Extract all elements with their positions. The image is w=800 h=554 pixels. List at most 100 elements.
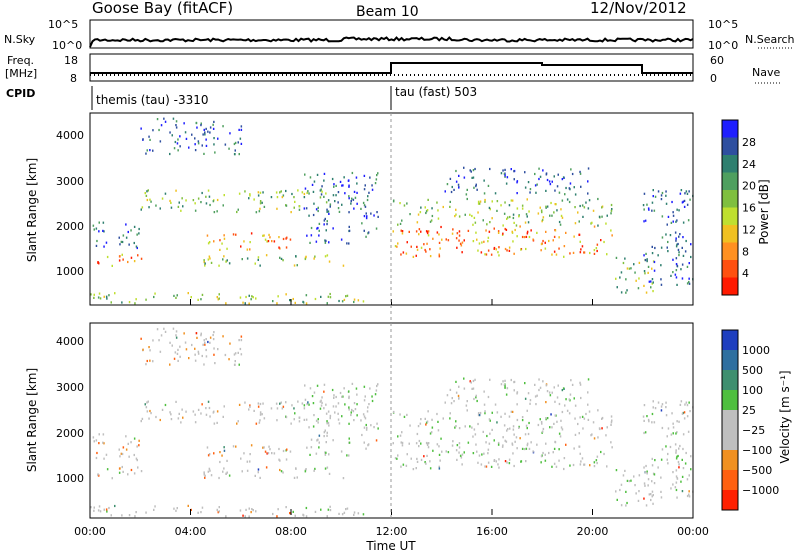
power-cell — [175, 126, 178, 129]
velocity-cell — [328, 424, 330, 427]
power-cell — [261, 201, 263, 204]
velocity-cell — [298, 420, 301, 423]
power-cell — [312, 190, 315, 193]
velocity-cell — [523, 448, 526, 451]
velocity-cell — [505, 393, 508, 396]
velocity-cell — [625, 504, 627, 507]
power-cell — [121, 301, 123, 304]
x-tick-label: 12:00 — [376, 525, 408, 538]
power-cell — [606, 253, 608, 256]
velocity-cell — [682, 433, 685, 436]
power-cell — [351, 197, 353, 200]
power-cell — [259, 207, 261, 210]
velocity-cell — [348, 437, 350, 440]
velocity-cell — [118, 471, 121, 474]
velocity-cell — [374, 393, 377, 396]
power-cell — [521, 235, 524, 239]
velocity-cell — [626, 479, 629, 482]
power-cell — [308, 214, 310, 217]
power-cell — [610, 229, 612, 232]
power-cell — [237, 208, 239, 211]
power-cell — [470, 170, 472, 173]
velocity-cell — [429, 460, 431, 463]
power-cell — [267, 240, 270, 243]
velocity-cell — [643, 404, 646, 407]
power-cell — [371, 184, 373, 187]
velocity-cell — [224, 353, 227, 357]
velocity-cell — [646, 470, 648, 473]
power-cell — [219, 248, 221, 251]
power-cell — [135, 298, 137, 301]
power-cell — [159, 140, 162, 143]
power-cell — [200, 124, 202, 127]
velocity-cell — [558, 402, 561, 406]
velocity-cell — [337, 402, 340, 405]
velocity-cell — [103, 508, 105, 511]
power-cell — [122, 258, 124, 261]
velocity-cell — [429, 467, 432, 470]
power-cell — [120, 240, 123, 243]
velocity-cell — [205, 348, 207, 352]
power-cell — [643, 254, 645, 257]
power-cell — [483, 240, 485, 243]
nsky-label: N.Sky — [4, 33, 36, 46]
velocity-cell — [542, 380, 544, 383]
velocity-colorbar-swatch — [722, 410, 738, 431]
power-cell — [344, 192, 346, 195]
velocity-cell — [144, 403, 146, 406]
power-cell — [680, 268, 682, 271]
velocity-cell — [534, 383, 536, 386]
velocity-colorbar-tick: −500 — [742, 464, 772, 477]
velocity-cell — [325, 441, 327, 444]
power-cell — [535, 191, 537, 194]
power-cell — [315, 208, 318, 211]
power-cell — [140, 127, 142, 130]
velocity-cell — [477, 412, 480, 415]
velocity-cell — [175, 334, 177, 337]
velocity-cell — [209, 469, 211, 472]
velocity-cell — [574, 433, 577, 436]
power-cell — [307, 190, 309, 193]
velocity-cell — [568, 412, 571, 415]
velocity-cell — [417, 425, 420, 428]
power-cell — [276, 207, 278, 210]
velocity-cell — [310, 438, 313, 441]
velocity-cell — [285, 506, 287, 509]
power-cell — [675, 245, 678, 248]
velocity-cell — [681, 412, 684, 415]
velocity-cell — [261, 413, 263, 416]
power-cell — [303, 196, 306, 199]
velocity-cell — [203, 473, 205, 476]
power-cell — [513, 178, 515, 181]
power-cell — [431, 207, 433, 210]
velocity-cell — [175, 400, 177, 403]
power-cell — [138, 232, 140, 235]
power-cell — [175, 296, 177, 299]
power-cell — [223, 237, 226, 240]
power-cell — [399, 202, 401, 205]
velocity-cell — [500, 383, 503, 386]
power-cell — [605, 222, 607, 225]
freq-unit: [MHz] — [5, 67, 37, 80]
velocity-cell — [546, 390, 549, 393]
velocity-cell — [305, 515, 308, 518]
power-cell — [463, 166, 465, 169]
velocity-cell — [526, 409, 528, 412]
power-cell — [351, 171, 354, 175]
velocity-cell — [495, 460, 497, 463]
power-cell — [688, 277, 690, 280]
power-cell — [93, 296, 95, 299]
velocity-cell — [350, 411, 352, 414]
velocity-cell — [447, 451, 450, 454]
velocity-cell — [536, 394, 538, 397]
velocity-cell — [364, 417, 367, 420]
velocity-cell — [356, 393, 358, 396]
velocity-cell — [638, 474, 641, 477]
velocity-cell — [324, 451, 326, 454]
power-cell — [482, 219, 484, 222]
velocity-cell — [451, 397, 453, 400]
power-cell — [420, 206, 422, 209]
velocity-cell — [250, 511, 252, 514]
velocity-cell — [610, 441, 612, 444]
velocity-cell — [445, 450, 447, 453]
